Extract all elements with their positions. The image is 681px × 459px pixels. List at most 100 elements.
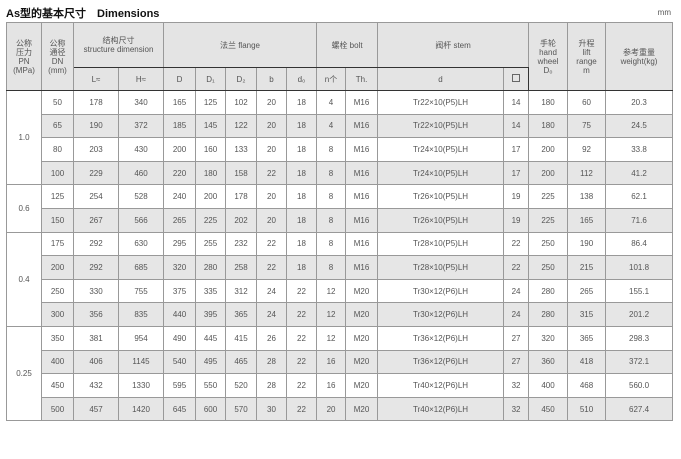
cell-n: 8 [316, 207, 347, 233]
cell-pn: 0.25 [6, 325, 42, 422]
cell-d0: 18 [285, 207, 318, 233]
cell-dn: 150 [41, 207, 74, 233]
cell-d0: 22 [285, 373, 318, 398]
cell-d0: 18 [285, 113, 318, 139]
cell-L: 292 [73, 255, 119, 280]
cell-D1: 180 [195, 160, 226, 186]
cell-weight: 24.5 [605, 113, 674, 139]
cell-D1: 495 [195, 349, 226, 375]
cell-handwheel: 400 [528, 373, 569, 398]
header-D: D [163, 67, 196, 91]
cell-D1: 160 [195, 137, 226, 162]
square-icon [512, 74, 521, 82]
cell-d: Tr24×10(P5)LH [377, 160, 505, 186]
header-square [503, 67, 530, 91]
cell-L: 432 [73, 373, 119, 398]
cell-th: M20 [345, 278, 379, 304]
cell-lift: 315 [567, 302, 607, 327]
cell-square: 32 [503, 396, 530, 422]
cell-b: 20 [256, 137, 287, 162]
table-row: 300 356 835 440 395 365 24 22 12 M20 Tr30×12(P6)LH… [7, 302, 674, 327]
cell-lift: 365 [567, 325, 607, 351]
cell-dn: 300 [41, 302, 74, 327]
cell-d0: 18 [285, 160, 318, 186]
header-lift: 升程 lift range m [567, 22, 607, 91]
cell-b: 22 [256, 255, 287, 280]
cell-lift: 75 [567, 113, 607, 139]
cell-d0: 18 [285, 137, 318, 162]
cell-D1: 145 [195, 113, 226, 139]
cell-H: 685 [118, 255, 164, 280]
table-row: 200 292 685 320 280 258 22 18 8 M16 Tr28×10(P5)LH 2… [7, 255, 674, 280]
cell-b: 20 [256, 90, 287, 115]
cell-L: 381 [73, 325, 119, 351]
cell-D: 540 [163, 349, 196, 375]
cell-pn: 1.0 [6, 89, 42, 186]
cell-d: Tr40×12(P6)LH [377, 373, 505, 398]
header-n: n个 [316, 67, 347, 91]
cell-dn: 50 [41, 90, 74, 115]
cell-H: 372 [118, 113, 164, 139]
cell-th: M20 [345, 325, 379, 351]
cell-D1: 550 [195, 373, 226, 398]
cell-b: 20 [256, 184, 287, 209]
cell-square: 24 [503, 278, 530, 304]
table-row: 0.4 175 292 630 295 255 232 22 18 8 M16 Tr28×10(P5)… [6, 231, 674, 327]
cell-b: 26 [256, 325, 287, 351]
cell-th: M16 [345, 255, 379, 280]
cell-lift: 190 [567, 231, 607, 257]
cell-d: Tr36×12(P6)LH [377, 349, 505, 375]
cell-D2: 258 [225, 255, 257, 280]
cell-handwheel: 360 [528, 349, 569, 375]
cell-weight: 62.1 [605, 184, 674, 209]
cell-L: 406 [73, 349, 119, 375]
cell-D1: 395 [195, 302, 226, 327]
cell-weight: 560.0 [605, 373, 674, 398]
cell-square: 32 [503, 373, 530, 398]
cell-weight: 41.2 [605, 160, 674, 186]
cell-square: 17 [503, 160, 530, 186]
cell-d: Tr22×10(P5)LH [377, 113, 505, 139]
table-row: 0.25 350 381 954 490 445 415 26 22 12 M20 Tr36×12(P… [6, 325, 674, 422]
header-structure: 结构尺寸 structure dimension [73, 22, 164, 68]
cell-handwheel: 200 [528, 160, 569, 186]
cell-d: Tr26×10(P5)LH [377, 184, 505, 209]
cell-lift: 60 [567, 90, 607, 115]
cell-d0: 18 [285, 231, 318, 257]
cell-handwheel: 180 [528, 90, 569, 115]
cell-weight: 86.4 [605, 231, 674, 257]
cell-lift: 112 [567, 160, 607, 186]
cell-handwheel: 225 [528, 184, 569, 209]
cell-square: 19 [503, 184, 530, 209]
cell-D1: 225 [195, 207, 226, 233]
cell-d: Tr30×12(P6)LH [377, 278, 505, 304]
cell-D: 165 [163, 90, 196, 115]
cell-weight: 20.3 [605, 90, 674, 115]
cell-n: 4 [316, 90, 347, 115]
table-row: 400 406 1145 540 495 465 28 22 16 M20 Tr36×12(P6)L… [7, 349, 674, 375]
header-dn: 公称 通径 DN (mm) [41, 22, 74, 91]
cell-b: 22 [256, 231, 287, 257]
cell-b: 24 [256, 302, 287, 327]
cell-dn: 500 [41, 396, 74, 422]
cell-H: 566 [118, 207, 164, 233]
cell-lift: 468 [567, 373, 607, 398]
cell-D1: 335 [195, 278, 226, 304]
cell-D2: 133 [225, 137, 257, 162]
cell-n: 16 [316, 373, 347, 398]
cell-H: 460 [118, 160, 164, 186]
cell-weight: 33.8 [605, 137, 674, 162]
cell-d0: 18 [285, 184, 318, 209]
cell-dn: 125 [41, 184, 74, 209]
cell-D2: 178 [225, 184, 257, 209]
header-d: d [377, 67, 505, 91]
cell-handwheel: 200 [528, 137, 569, 162]
cell-weight: 201.2 [605, 302, 674, 327]
cell-weight: 155.1 [605, 278, 674, 304]
cell-handwheel: 250 [528, 255, 569, 280]
page-title: As型的基本尺寸 Dimensions [6, 8, 160, 20]
cell-th: M16 [345, 90, 379, 115]
cell-weight: 372.1 [605, 349, 674, 375]
cell-D2: 365 [225, 302, 257, 327]
cell-lift: 92 [567, 137, 607, 162]
